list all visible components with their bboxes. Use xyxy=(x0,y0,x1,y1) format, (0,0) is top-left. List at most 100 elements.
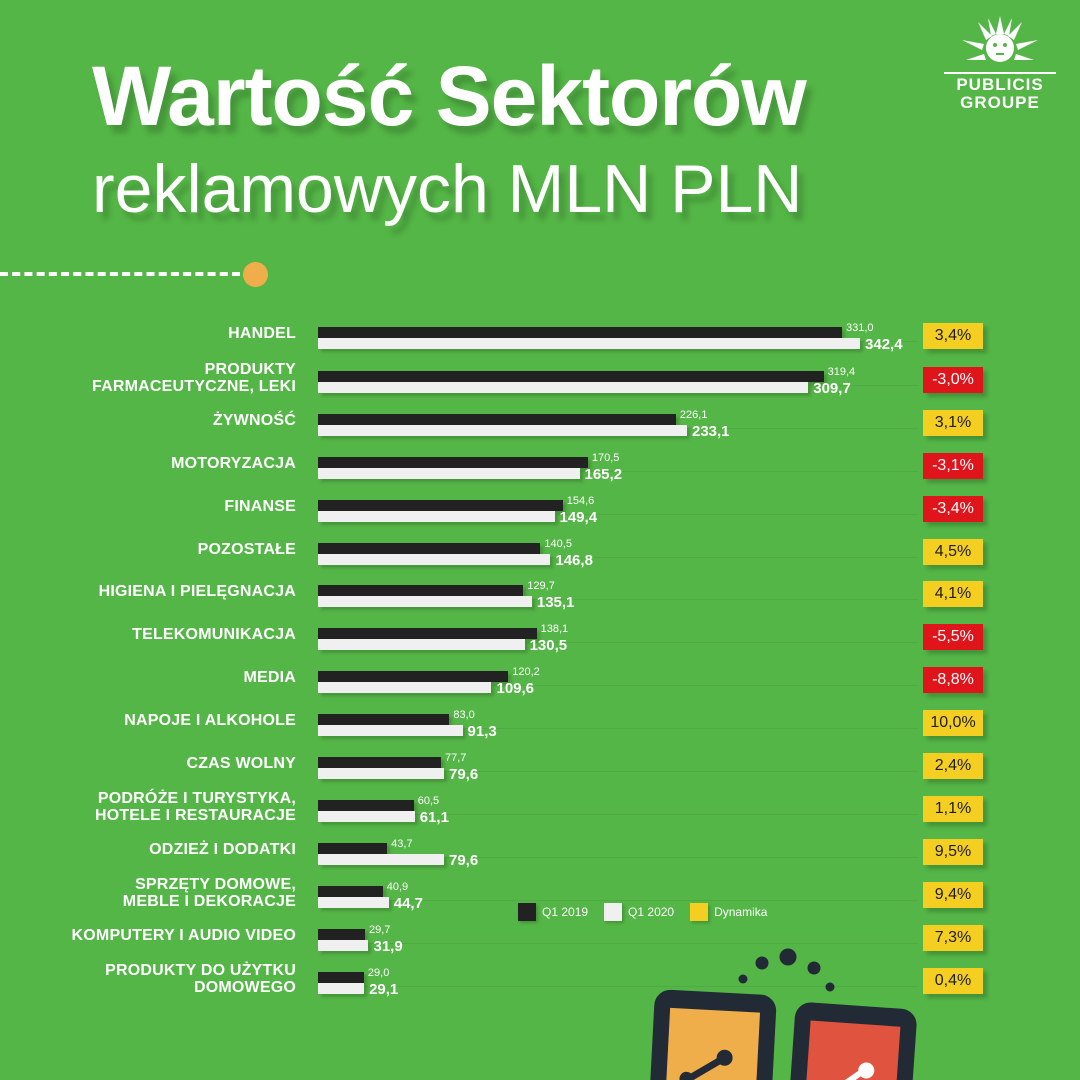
category-label: POZOSTAŁE xyxy=(16,541,296,558)
category-label-line: PRODUKTY DO UŻYTKU xyxy=(105,962,296,979)
dynamika-badge: 3,1% xyxy=(923,410,983,436)
legend-swatch xyxy=(604,903,623,921)
bar-q1-2019 xyxy=(318,628,537,639)
row-guide-line xyxy=(318,857,918,858)
category-label: NAPOJE I ALKOHOLE xyxy=(16,712,296,729)
value-q1-2019: 40,9 xyxy=(386,881,409,893)
dynamika-badge: 1,1% xyxy=(923,796,983,822)
row-guide-line xyxy=(318,900,918,901)
category-label: ODZIEŻ I DODATKI xyxy=(16,841,296,858)
legend-item-dynamika: Dynamika xyxy=(690,903,767,921)
chart-row: KOMPUTERY I AUDIO VIDEO 29,7 31,9 7,3% xyxy=(0,922,1080,962)
category-label-line: MEDIA xyxy=(243,669,296,686)
bar-q1-2020 xyxy=(318,854,444,865)
title-line-1: Wartość Sektorów xyxy=(92,49,807,143)
row-guide-line xyxy=(318,728,918,729)
bar-q1-2020 xyxy=(318,811,415,822)
chart-row: NAPOJE I ALKOHOLE 83,0 91,3 10,0% xyxy=(0,707,1080,747)
bar-q1-2020 xyxy=(318,639,525,650)
value-q1-2020: 149,4 xyxy=(559,509,598,526)
category-label: PODRÓŻE I TURYSTYKA, HOTELE I RESTAURACJE xyxy=(16,790,296,824)
bar-q1-2020 xyxy=(318,425,687,436)
tablet-illustration xyxy=(649,948,917,1080)
chart-row: ŻYWNOŚĆ 226,1 233,1 3,1% xyxy=(0,407,1080,447)
chart-row: MOTORYZACJA 170,5 165,2 -3,1% xyxy=(0,450,1080,490)
category-label-line: FINANSE xyxy=(224,498,296,515)
tablet-orange-icon xyxy=(649,989,777,1080)
category-label-line: POZOSTAŁE xyxy=(197,541,296,558)
dynamika-badge: -3,4% xyxy=(923,496,983,522)
value-q1-2020: 146,8 xyxy=(555,552,593,569)
category-label: ŻYWNOŚĆ xyxy=(16,412,296,429)
row-guide-line xyxy=(318,599,918,600)
category-label-line: MOTORYZACJA xyxy=(171,455,296,472)
value-q1-2020: 79,6 xyxy=(449,852,479,869)
value-q1-2020: 79,6 xyxy=(449,766,479,783)
value-q1-2019: 331,0 xyxy=(845,322,874,334)
value-q1-2020: 31,9 xyxy=(373,938,403,955)
bar-q1-2020 xyxy=(318,511,555,522)
value-q1-2019: 120,2 xyxy=(512,666,540,678)
bar-q1-2020 xyxy=(318,596,532,607)
dynamika-badge: 4,1% xyxy=(923,581,983,607)
bar-q1-2020 xyxy=(318,940,369,951)
dashed-divider xyxy=(0,272,240,276)
value-q1-2020: 29,1 xyxy=(369,981,399,998)
chart-row: PODRÓŻE I TURYSTYKA, HOTELE I RESTAURACJE… xyxy=(0,790,1080,833)
dynamika-badge: 2,4% xyxy=(923,753,983,779)
bar-q1-2019 xyxy=(318,543,541,554)
bar-q1-2020 xyxy=(318,897,389,908)
legend-label: Q1 2019 xyxy=(542,905,589,919)
legend-label: Q1 2020 xyxy=(628,905,675,919)
bar-q1-2019 xyxy=(318,671,509,682)
row-guide-line xyxy=(318,642,918,643)
category-label-line: FARMACEUTYCZNE, LEKI xyxy=(92,378,296,395)
value-q1-2019: 29,0 xyxy=(367,967,390,979)
chart-row: PRODUKTY DO UŻYTKU DOMOWEGO 29,0 29,1 0,4% xyxy=(0,962,1080,1005)
legend-swatch xyxy=(518,903,536,921)
category-label-line: ODZIEŻ I DODATKI xyxy=(149,841,296,858)
legend-label: Dynamika xyxy=(714,905,768,919)
dynamika-badge: -8,8% xyxy=(923,667,983,693)
row-guide-line xyxy=(318,471,918,472)
value-q1-2020: 342,4 xyxy=(865,336,903,353)
row-guide-line xyxy=(318,514,918,515)
value-q1-2020: 91,3 xyxy=(467,723,497,740)
category-label: KOMPUTERY I AUDIO VIDEO xyxy=(16,927,296,944)
chart-row: MEDIA 120,2 109,6 -8,8% xyxy=(0,664,1080,704)
legend-item-q1-2020: Q1 2020 xyxy=(604,903,674,921)
category-label-line: ŻYWNOŚĆ xyxy=(212,412,296,429)
bar-q1-2019 xyxy=(318,972,364,983)
value-q1-2019: 319,4 xyxy=(827,366,856,378)
bar-q1-2020 xyxy=(318,554,551,565)
dynamika-badge: 3,4% xyxy=(923,323,983,349)
chart-row: HIGIENA I PIELĘGNACJA 129,7 135,1 4,1% xyxy=(0,578,1080,618)
value-q1-2019: 43,7 xyxy=(391,838,413,850)
row-guide-line xyxy=(318,986,918,987)
bar-q1-2019 xyxy=(318,414,676,425)
chart-row: HANDEL 331,0 342,4 3,4% xyxy=(0,320,1080,360)
bar-q1-2019 xyxy=(318,886,383,897)
dynamika-badge: -3,1% xyxy=(923,453,983,479)
category-label: MOTORYZACJA xyxy=(16,455,296,472)
bar-q1-2019 xyxy=(318,757,441,768)
value-q1-2019: 138,1 xyxy=(540,623,569,635)
category-label-line: HOTELE I RESTAURACJE xyxy=(94,807,296,824)
bar-q1-2019 xyxy=(318,371,824,382)
category-label: TELEKOMUNIKACJA xyxy=(16,626,296,643)
chart-row: POZOSTAŁE 140,5 146,8 4,5% xyxy=(0,536,1080,576)
value-q1-2019: 129,7 xyxy=(527,580,555,592)
value-q1-2020: 233,1 xyxy=(691,423,730,440)
value-q1-2019: 60,5 xyxy=(417,795,440,807)
category-label: SPRZĘTY DOMOWE, MEBLE I DEKORACJE xyxy=(16,876,296,910)
sun-lion-icon xyxy=(962,16,1038,62)
bar-q1-2020 xyxy=(318,725,463,736)
value-q1-2020: 61,1 xyxy=(419,809,449,826)
value-q1-2019: 140,5 xyxy=(544,538,572,550)
category-label-line: SPRZĘTY DOMOWE, xyxy=(135,876,296,893)
category-label-line: DOMOWEGO xyxy=(193,979,296,996)
category-label: CZAS WOLNY xyxy=(16,755,296,772)
category-label-line: TELEKOMUNIKACJA xyxy=(132,626,296,643)
bar-q1-2020 xyxy=(318,682,492,693)
bar-q1-2019 xyxy=(318,714,450,725)
